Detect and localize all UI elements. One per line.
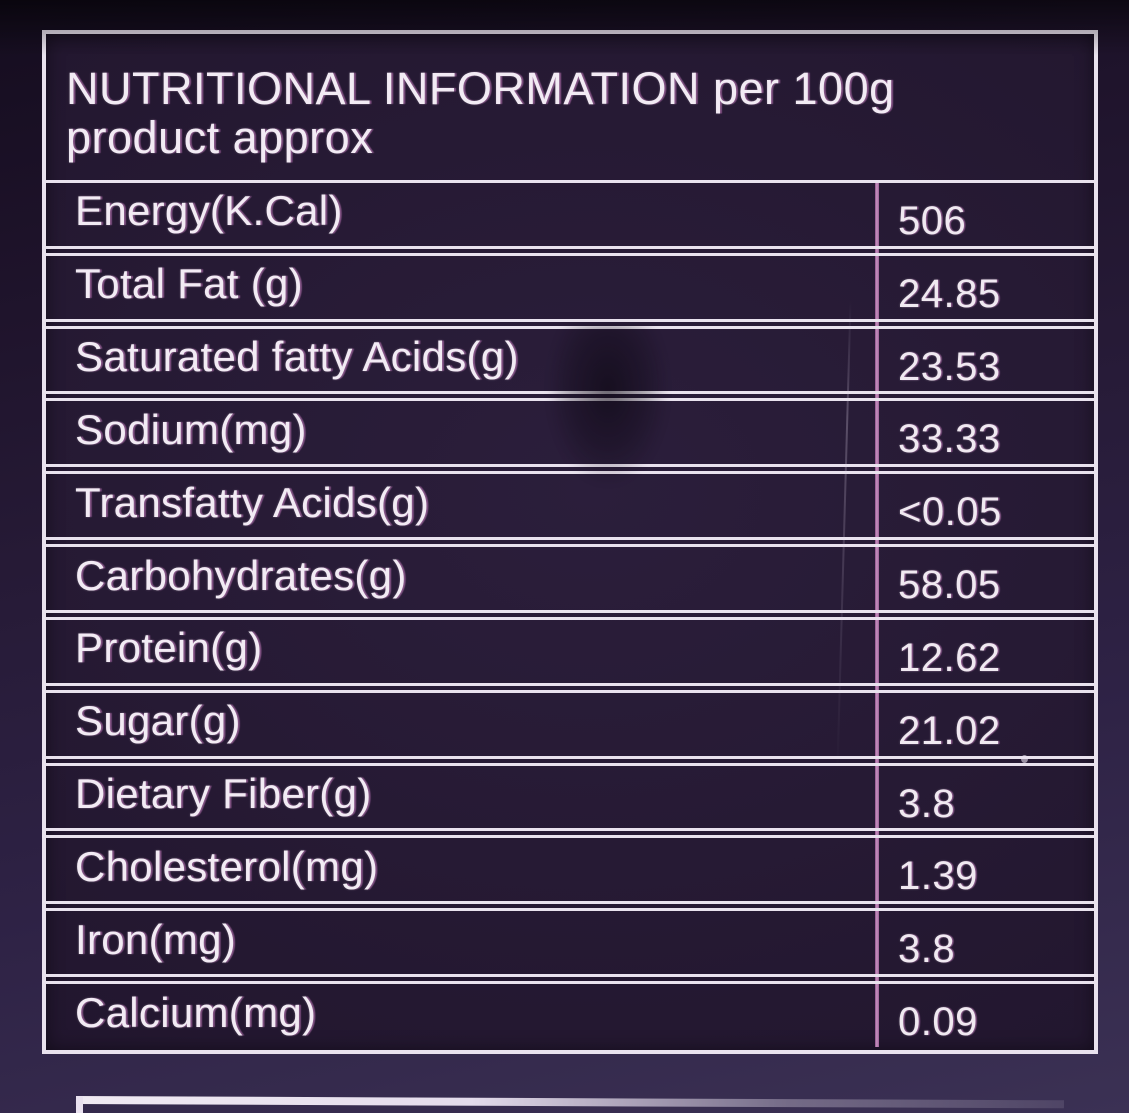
nutrition-rows-area: Energy(K.Cal) 506 Total Fat (g) 24.85 Sa… (46, 183, 1094, 1047)
table-row-iron: Iron(mg) 3.8 (46, 908, 1094, 978)
nutrition-title-line2: product approx (66, 112, 374, 164)
table-row-protein: Protein(g) 12.62 (46, 616, 1094, 686)
row-label: Carbohydrates(g) (75, 551, 407, 599)
row-value: 21.02 (898, 708, 1001, 753)
row-label: Cholesterol(mg) (75, 842, 379, 890)
row-value: 1.39 (898, 854, 978, 899)
row-label: Sodium(mg) (75, 405, 307, 453)
nutrition-title: NUTRITIONAL INFORMATION per 100g product… (66, 64, 1084, 162)
row-label: Iron(mg) (75, 915, 237, 963)
table-row-sodium: Sodium(mg) 33.33 (46, 398, 1094, 468)
table-row-saturated-fat: Saturated fatty Acids(g) 23.53 (46, 325, 1094, 395)
row-value: 24.85 (898, 271, 1001, 316)
table-row-energy: Energy(K.Cal) 506 (46, 183, 1094, 249)
row-label: Energy(K.Cal) (75, 187, 343, 235)
nutrition-table: NUTRITIONAL INFORMATION per 100g product… (42, 30, 1098, 1054)
row-value: 3.8 (898, 927, 956, 972)
table-row-carbohydrates: Carbohydrates(g) 58.05 (46, 544, 1094, 613)
table-row-calcium: Calcium(mg) 0.09 (46, 981, 1094, 1047)
nutrition-table-header: NUTRITIONAL INFORMATION per 100g product… (46, 34, 1094, 183)
table-row-transfat: Transfatty Acids(g) <0.05 (46, 471, 1094, 541)
table-row-sugar: Sugar(g) 21.02 (46, 689, 1094, 759)
row-label: Saturated fatty Acids(g) (75, 333, 519, 381)
row-label: Dietary Fiber(g) (75, 770, 372, 818)
table-row-dietary-fiber: Dietary Fiber(g) 3.8 (46, 762, 1094, 832)
row-label: Calcium(mg) (75, 988, 317, 1036)
row-label: Total Fat (g) (75, 260, 303, 308)
row-value: 33.33 (898, 417, 1001, 462)
next-section-top-border (75, 1096, 1064, 1109)
nutrition-title-line1: NUTRITIONAL INFORMATION per 100g (66, 63, 895, 114)
table-row-cholesterol: Cholesterol(mg) 1.39 (46, 835, 1094, 905)
table-row-total-fat: Total Fat (g) 24.85 (46, 252, 1094, 322)
row-label: Transfatty Acids(g) (75, 478, 430, 526)
row-value: 506 (898, 198, 967, 243)
next-section-box-edge (75, 1096, 1064, 1113)
row-value: 12.62 (898, 635, 1001, 680)
row-value: 0.09 (898, 1000, 978, 1045)
next-section-left-border (76, 1096, 83, 1113)
row-label: Sugar(g) (75, 697, 241, 745)
row-label: Protein(g) (75, 624, 263, 672)
row-value: 58.05 (898, 563, 1001, 608)
row-value: 3.8 (898, 781, 956, 826)
row-value: <0.05 (898, 490, 1002, 535)
row-value: 23.53 (898, 344, 1001, 389)
